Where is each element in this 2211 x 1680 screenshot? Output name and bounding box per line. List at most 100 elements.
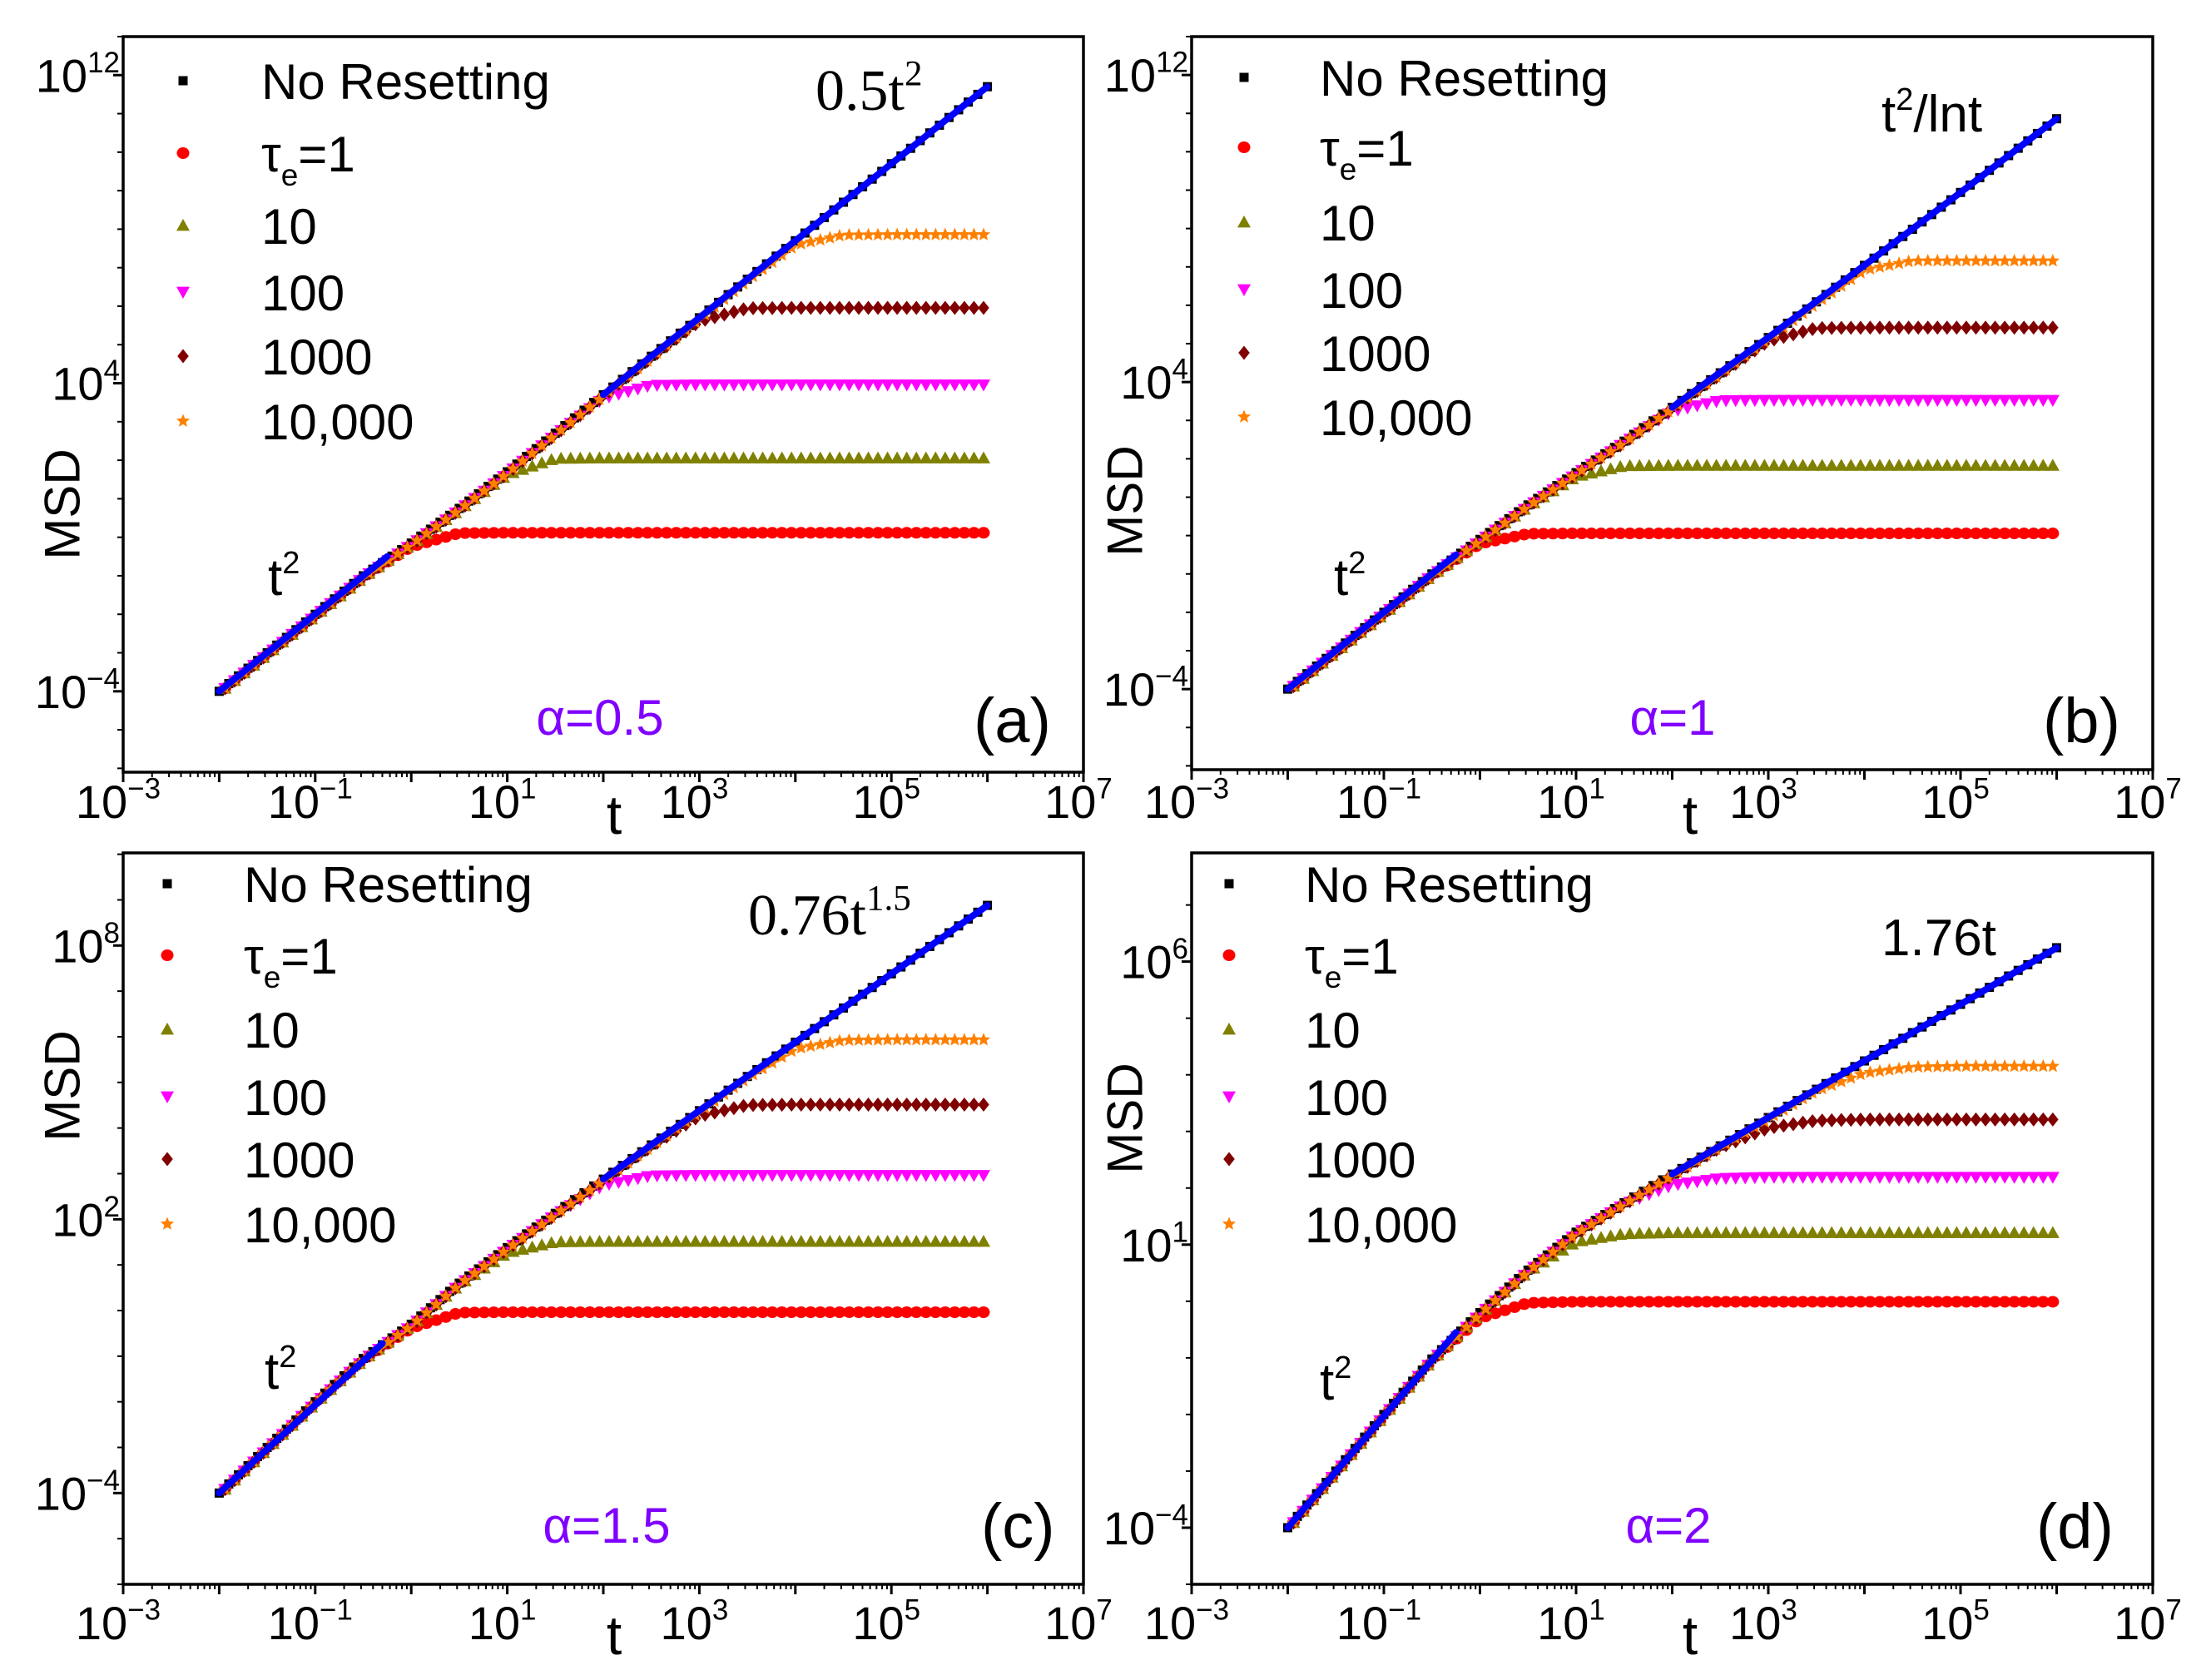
fit-formula-label-part: 0.76t (748, 884, 867, 948)
data-point (698, 1234, 712, 1247)
data-point (728, 305, 740, 320)
data-point (862, 1306, 875, 1318)
data-point (1787, 327, 1799, 342)
data-point (1575, 528, 1589, 540)
x-tick-label: 101 (1537, 1593, 1605, 1649)
data-point (573, 408, 587, 421)
data-point (573, 1306, 587, 1318)
data-point (1988, 254, 2002, 267)
series-tau-10 (218, 451, 990, 694)
data-point (775, 1234, 789, 1247)
panel-label: (c) (981, 1491, 1055, 1562)
data-point (622, 1306, 635, 1318)
y-tick-label-part: 10 (36, 49, 87, 102)
data-point (881, 1097, 894, 1112)
data-point (1709, 1226, 1723, 1238)
x-tick-label-part: 10 (661, 776, 712, 828)
x-tick-label-part: −1 (320, 1593, 353, 1626)
data-point (1767, 1226, 1781, 1238)
data-point (2017, 528, 2030, 540)
data-point (794, 451, 808, 463)
data-point (1604, 462, 1618, 474)
x-tick-label-part: 10 (1537, 776, 1589, 828)
data-point (727, 527, 741, 539)
data-point (977, 1306, 990, 1318)
data-point (1797, 1115, 1809, 1130)
data-point (1988, 1172, 2002, 1184)
x-tick-label-part: −1 (1388, 772, 1421, 805)
data-point (1825, 1078, 1839, 1092)
x-tick-label: 107 (2114, 1593, 2182, 1649)
data-point (1747, 394, 1762, 408)
data-point (1690, 400, 1704, 413)
data-point (1565, 1230, 1579, 1243)
data-point (890, 1170, 905, 1182)
legend-marker-diamond (1223, 1152, 1235, 1167)
data-point (1988, 458, 2002, 471)
legend-marker-circle (176, 147, 190, 159)
data-point (736, 1234, 751, 1247)
data-point (1796, 1226, 1810, 1238)
data-point (631, 1172, 645, 1186)
data-point (2037, 320, 2050, 335)
data-point (545, 1306, 558, 1318)
data-point (919, 379, 933, 392)
data-point (1892, 256, 1906, 270)
data-point (900, 1234, 914, 1247)
data-point (1719, 1296, 1733, 1308)
data-point (419, 526, 434, 540)
legend-label: 100 (1320, 263, 1403, 319)
data-point (852, 1306, 865, 1318)
x-tick-label-part: 10 (1729, 776, 1781, 828)
data-point (525, 446, 539, 459)
data-point (1834, 1074, 1848, 1088)
data-point (2027, 320, 2040, 335)
data-point (794, 236, 808, 250)
y-tick-label: 106 (1120, 933, 1188, 989)
data-point (459, 527, 472, 539)
y-axis-label: MSD (35, 448, 91, 559)
data-point (1969, 1058, 1983, 1073)
data-point (1633, 424, 1647, 439)
data-point (785, 1170, 799, 1182)
data-point (592, 392, 607, 405)
data-point (1787, 1226, 1801, 1238)
data-point (766, 1098, 778, 1113)
data-point (641, 1234, 655, 1247)
data-point (602, 527, 616, 539)
data-point (786, 300, 797, 315)
data-point (891, 1097, 903, 1112)
data-point (834, 1097, 845, 1112)
legend-item: 1000 (161, 1132, 354, 1188)
data-point (815, 300, 826, 315)
data-point (2045, 1172, 2060, 1184)
x-tick-label-part: 10 (2114, 776, 2165, 828)
x-tick-label-part: 5 (905, 772, 920, 805)
data-point (410, 1314, 424, 1327)
legend-marker-triangle-down (1237, 284, 1251, 296)
data-point (756, 1170, 770, 1182)
data-point (1777, 394, 1791, 407)
data-point (1536, 1252, 1550, 1266)
x-tick-label-part: 5 (1973, 1593, 1989, 1626)
data-point (2045, 394, 2060, 407)
data-point (1911, 394, 1926, 407)
data-point (439, 531, 453, 543)
x-tick-label-part: 10 (661, 1597, 712, 1649)
data-point (1460, 1320, 1474, 1333)
data-point (1710, 528, 1723, 540)
data-point (1796, 1172, 1810, 1184)
data-point (1901, 254, 1916, 268)
data-point (563, 415, 578, 429)
data-point (2026, 458, 2040, 471)
data-point (776, 527, 789, 539)
data-point (1546, 528, 1559, 540)
data-point (910, 227, 924, 240)
data-point (544, 430, 558, 444)
data-point (1872, 260, 1887, 273)
data-point (1853, 1172, 1867, 1184)
data-point (736, 379, 751, 392)
y-tick-label-part: 4 (104, 354, 120, 387)
data-point (1767, 528, 1781, 540)
